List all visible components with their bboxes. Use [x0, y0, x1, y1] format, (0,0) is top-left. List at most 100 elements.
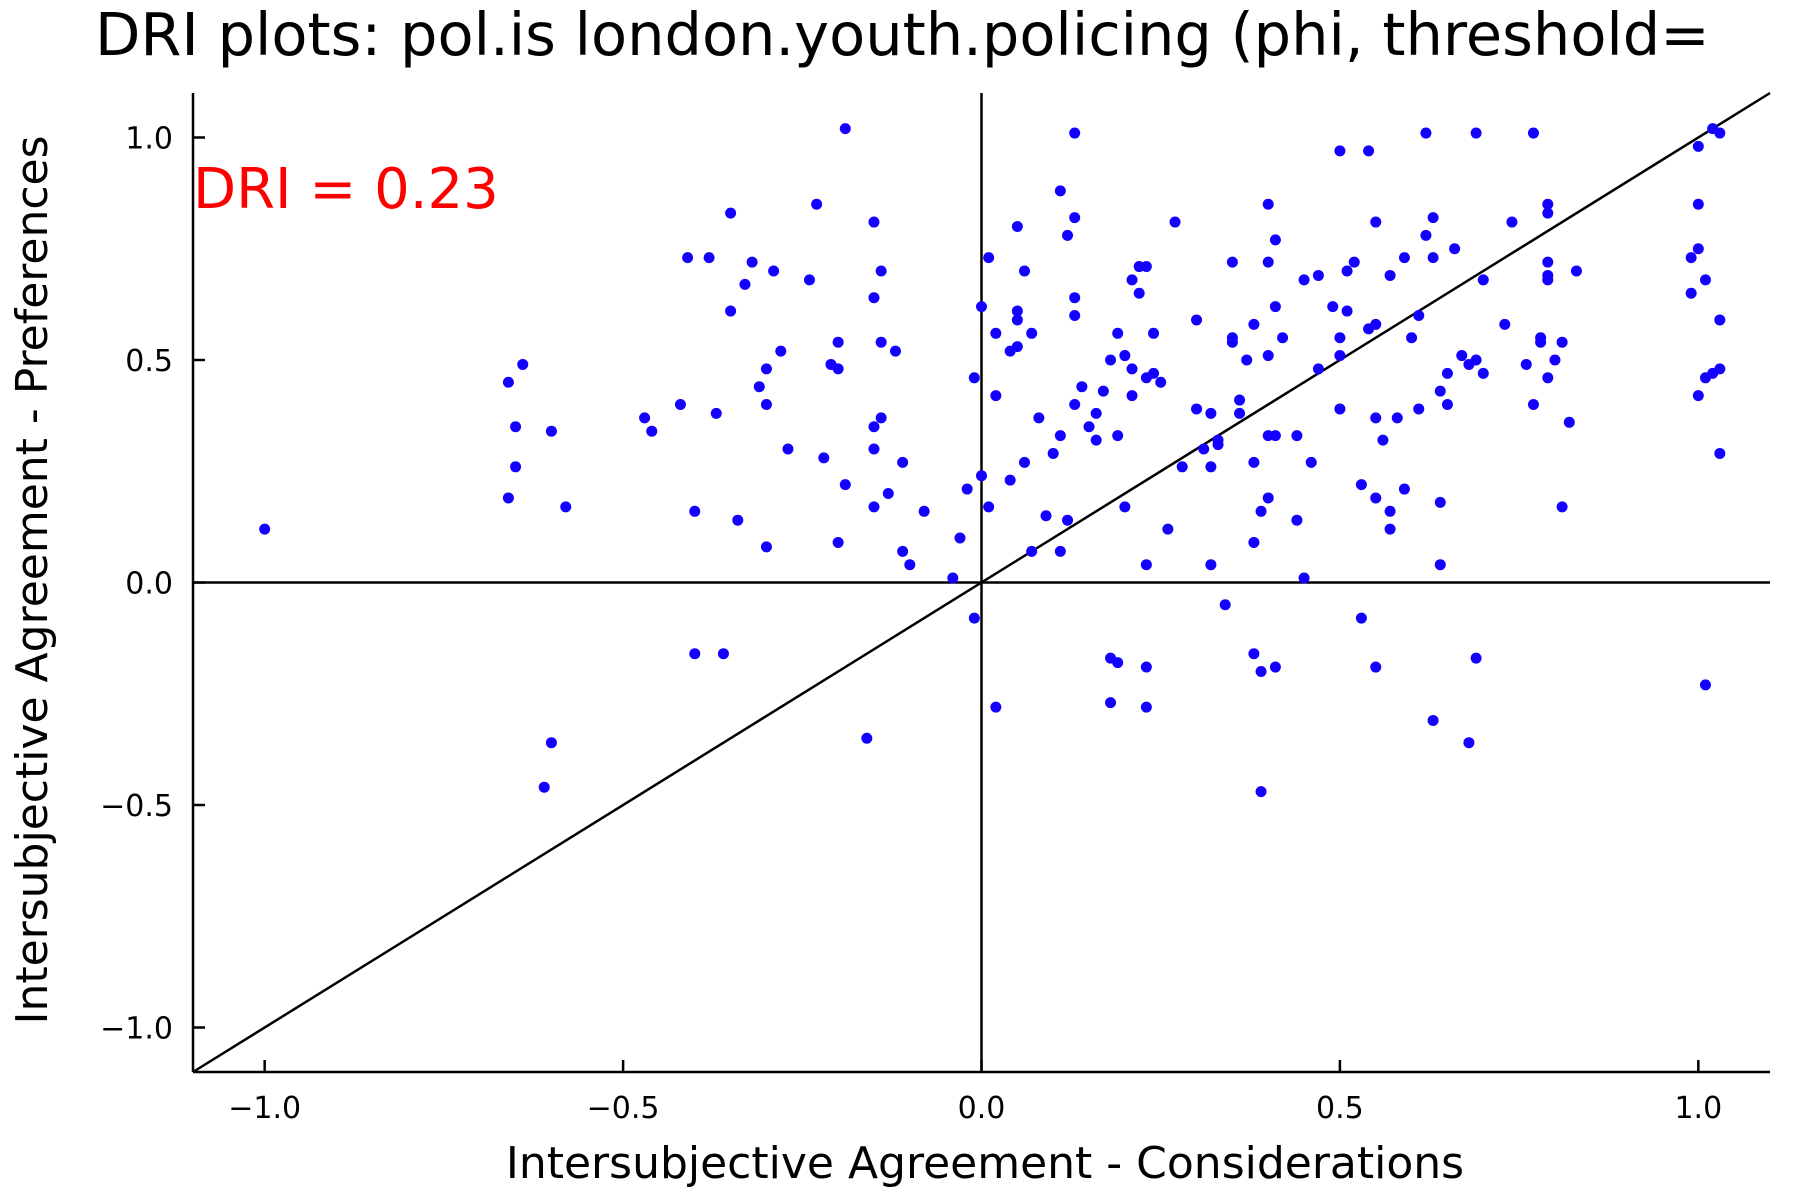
- scatter-point: [990, 390, 1002, 402]
- x-axis-label: Intersubjective Agreement - Consideratio…: [506, 1138, 1464, 1189]
- scatter-point: [1699, 679, 1711, 691]
- scatter-point: [1427, 252, 1439, 264]
- scatter-point: [1714, 314, 1726, 326]
- scatter-point: [1542, 198, 1554, 210]
- scatter-point: [1470, 354, 1482, 366]
- scatter-point: [875, 412, 887, 424]
- scatter-point: [1112, 327, 1124, 339]
- scatter-point: [1384, 523, 1396, 535]
- scatter-point: [1069, 310, 1081, 321]
- scatter-point: [1520, 358, 1532, 370]
- scatter-point: [1692, 140, 1704, 152]
- y-axis-label: Intersubjective Agreement - Preferences: [7, 135, 58, 1024]
- scatter-point: [1262, 256, 1274, 268]
- scatter-point: [1112, 430, 1124, 442]
- scatter-point: [1542, 256, 1554, 268]
- scatter-point: [1291, 430, 1303, 442]
- scatter-point: [1083, 421, 1095, 433]
- scatter-point: [1370, 492, 1382, 504]
- scatter-point: [689, 648, 701, 660]
- scatter-point: [1384, 269, 1396, 281]
- scatter-point: [1198, 443, 1210, 455]
- scatter-point: [1255, 505, 1267, 517]
- scatter-point: [1298, 274, 1310, 286]
- points-layer: [259, 123, 1726, 798]
- dri-annotation: DRI = 0.23: [193, 157, 499, 222]
- scatter-point: [1434, 559, 1446, 571]
- scatter-point: [1449, 243, 1461, 255]
- scatter-point: [725, 305, 737, 317]
- scatter-point: [502, 492, 514, 504]
- scatter-point: [1269, 234, 1281, 246]
- scatter-point: [1004, 474, 1016, 486]
- scatter-point: [1162, 523, 1174, 535]
- scatter-point: [510, 421, 522, 433]
- scatter-point: [768, 265, 780, 277]
- scatter-point: [968, 372, 980, 384]
- scatter-point: [560, 501, 572, 513]
- scatter-point: [1191, 314, 1203, 326]
- scatter-point: [1714, 447, 1726, 459]
- scatter-point: [1542, 372, 1554, 384]
- scatter-point: [1685, 252, 1697, 264]
- scatter-point: [990, 327, 1002, 339]
- scatter-point: [897, 545, 909, 557]
- scatter-point: [1234, 407, 1246, 419]
- scatter-point: [1140, 559, 1152, 571]
- scatter-point: [1155, 376, 1167, 388]
- scatter-point: [1363, 145, 1375, 157]
- scatter-point: [1420, 229, 1432, 241]
- scatter-point: [818, 452, 830, 464]
- y-tick-label: 0.0: [125, 567, 173, 602]
- scatter-point: [1305, 456, 1317, 468]
- scatter-point: [1391, 412, 1403, 424]
- scatter-point: [1226, 256, 1238, 268]
- scatter-point: [1398, 252, 1410, 264]
- scatter-point: [1420, 127, 1432, 139]
- scatter-point: [1262, 198, 1274, 210]
- scatter-point: [1527, 127, 1539, 139]
- scatter-point: [1076, 381, 1088, 393]
- scatter-point: [646, 425, 658, 437]
- scatter-point: [1105, 354, 1117, 366]
- scatter-point: [1019, 265, 1031, 277]
- scatter-point: [1026, 545, 1038, 557]
- scatter-point: [1406, 332, 1418, 344]
- scatter-point: [1692, 243, 1704, 255]
- scatter-point: [1090, 434, 1102, 446]
- scatter-point: [1714, 127, 1726, 139]
- scatter-point: [1234, 394, 1246, 406]
- scatter-point: [517, 358, 529, 370]
- scatter-point: [1011, 221, 1023, 232]
- ticks-layer: −1.0 −0.5 0.0 0.5 1.0 −1.0 −0.5 0.0 0.5 1.0: [100, 122, 1722, 1127]
- scatter-point: [1140, 661, 1152, 673]
- scatter-point: [1054, 545, 1066, 557]
- scatter-point: [1355, 479, 1367, 491]
- scatter-point: [889, 345, 901, 357]
- scatter-point: [1506, 216, 1518, 228]
- scatter-point: [739, 278, 751, 290]
- scatter-point: [717, 648, 729, 660]
- scatter-point: [1090, 407, 1102, 419]
- scatter-point: [502, 376, 514, 388]
- scatter-point: [1011, 341, 1023, 353]
- scatter-point: [1355, 612, 1367, 624]
- scatter-point: [1133, 287, 1145, 299]
- scatter-point: [961, 483, 973, 495]
- scatter-point: [538, 781, 550, 793]
- scatter-point: [1334, 145, 1346, 157]
- chart-title: DRI plots: pol.is london.youth.policing …: [95, 0, 1710, 69]
- scatter-point: [868, 216, 880, 228]
- scatter-point: [746, 256, 758, 268]
- scatter-point: [1434, 496, 1446, 508]
- scatter-point: [545, 425, 557, 437]
- scatter-point: [775, 345, 787, 357]
- scatter-point: [1384, 505, 1396, 517]
- scatter-point: [1148, 367, 1160, 379]
- scatter-point: [839, 479, 851, 491]
- scatter-point: [1047, 447, 1059, 459]
- scatter-point: [832, 363, 844, 375]
- scatter-point: [1126, 390, 1138, 402]
- scatter-point: [868, 501, 880, 513]
- scatter-point: [1542, 274, 1554, 286]
